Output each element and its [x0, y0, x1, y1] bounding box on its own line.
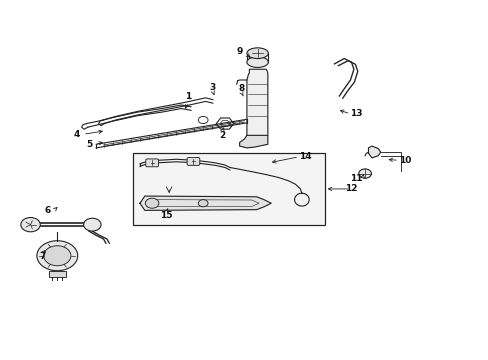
Polygon shape: [246, 69, 267, 138]
Ellipse shape: [246, 48, 268, 59]
Circle shape: [358, 169, 371, 178]
Text: 10: 10: [398, 156, 410, 165]
Text: 6: 6: [44, 206, 51, 215]
Text: 1: 1: [185, 91, 191, 100]
Polygon shape: [140, 196, 271, 210]
Circle shape: [198, 200, 207, 207]
Text: 12: 12: [345, 184, 357, 193]
Text: 4: 4: [73, 130, 80, 139]
Text: 11: 11: [349, 174, 362, 183]
Text: 9: 9: [236, 47, 243, 56]
Circle shape: [37, 241, 78, 271]
Polygon shape: [239, 135, 267, 148]
Circle shape: [43, 246, 71, 266]
Text: 3: 3: [209, 83, 216, 92]
FancyBboxPatch shape: [145, 159, 158, 167]
Text: 8: 8: [239, 84, 244, 93]
Circle shape: [198, 116, 207, 123]
Polygon shape: [368, 146, 380, 158]
Text: 2: 2: [219, 131, 225, 140]
Circle shape: [83, 218, 101, 231]
Bar: [49, 271, 66, 277]
Circle shape: [21, 217, 40, 232]
FancyBboxPatch shape: [187, 157, 200, 165]
Ellipse shape: [246, 57, 268, 67]
Text: 15: 15: [160, 211, 173, 220]
Text: 14: 14: [298, 152, 311, 161]
Text: 13: 13: [349, 109, 362, 118]
Text: 7: 7: [40, 252, 46, 261]
Circle shape: [145, 198, 159, 208]
Bar: [132, 153, 324, 225]
Text: 5: 5: [85, 140, 92, 149]
